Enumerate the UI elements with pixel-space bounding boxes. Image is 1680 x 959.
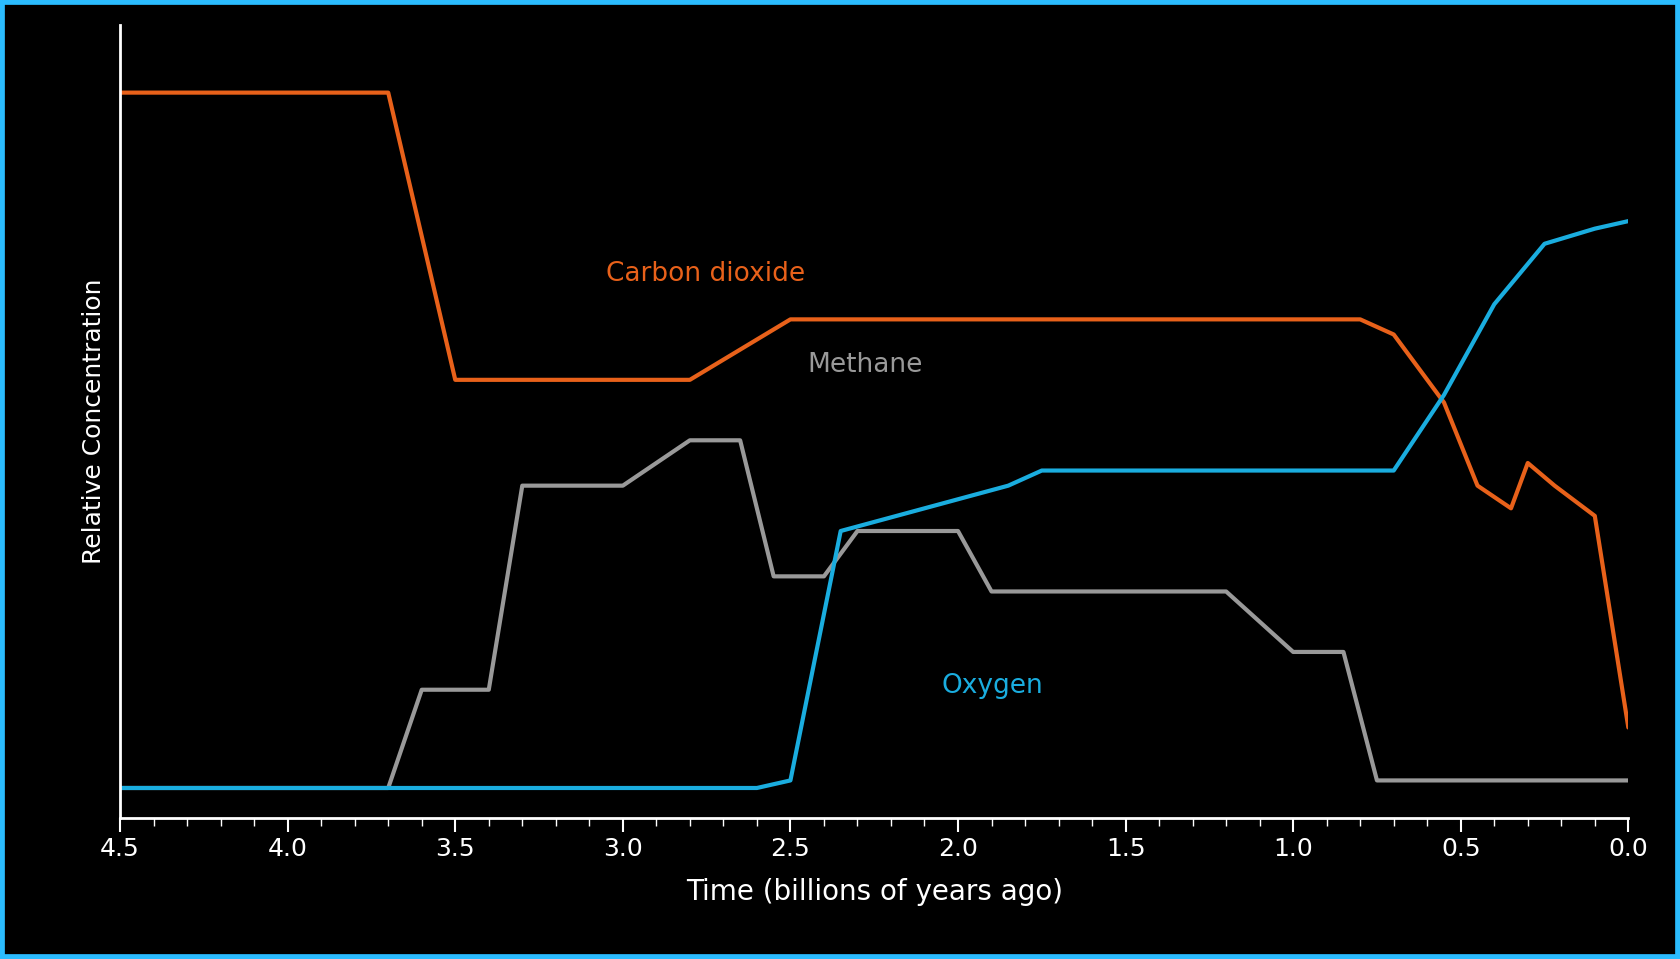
Y-axis label: Relative Concentration: Relative Concentration bbox=[82, 279, 106, 564]
X-axis label: Time (billions of years ago): Time (billions of years ago) bbox=[685, 877, 1063, 905]
Text: Methane: Methane bbox=[806, 352, 922, 378]
Text: Carbon dioxide: Carbon dioxide bbox=[606, 261, 805, 287]
Text: Oxygen: Oxygen bbox=[941, 673, 1043, 699]
